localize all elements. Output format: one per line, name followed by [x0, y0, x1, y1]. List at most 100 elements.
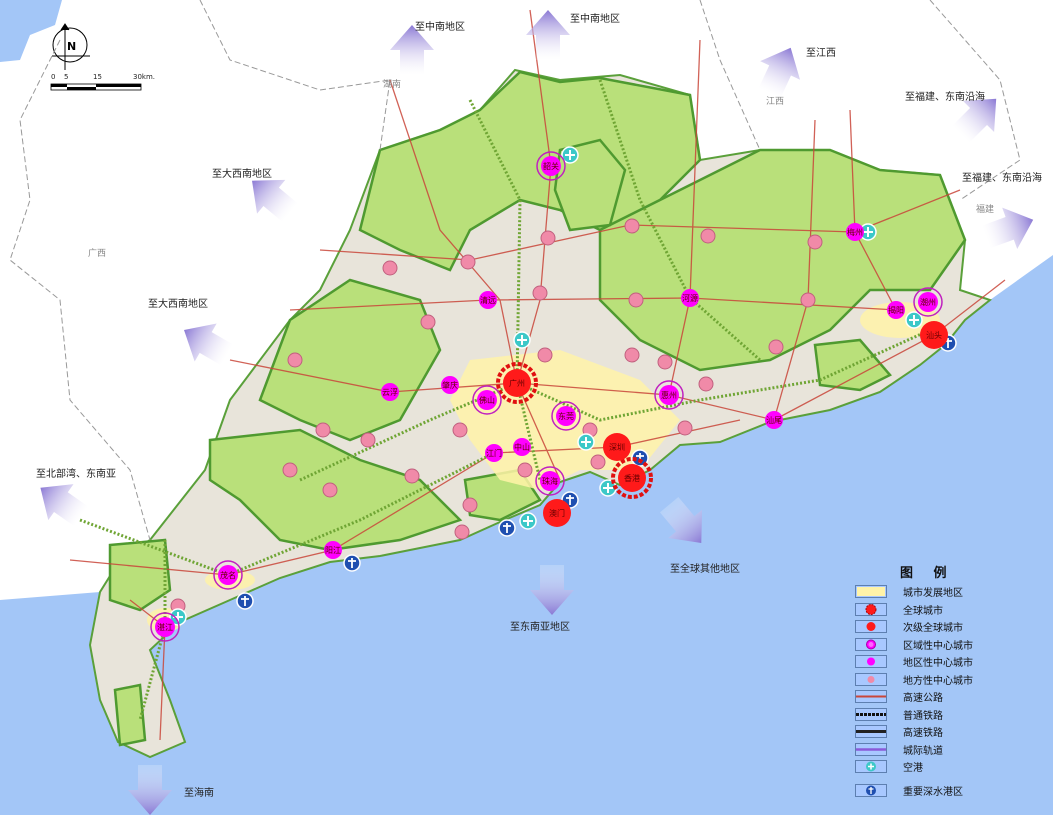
direction-label: 至江西 [806, 48, 836, 59]
city-marker-district[interactable]: 中山 [513, 438, 531, 456]
city-name: 东莞 [558, 411, 574, 421]
legend-label: 空港 [903, 763, 923, 775]
city-marker-regional[interactable]: 茂名 [213, 560, 243, 590]
compass [52, 23, 90, 70]
local-center-marker [420, 314, 436, 330]
scale-tick-30: 30km. [133, 73, 156, 81]
city-name: 肇庆 [442, 380, 458, 390]
city-name: 梅州 [847, 227, 863, 237]
city-name: 珠海 [542, 476, 558, 486]
local-center-marker [657, 354, 673, 370]
direction-arrow-icon [390, 25, 434, 75]
legend-label: 城际轨道 [903, 745, 943, 757]
city-marker-regional[interactable]: 湛江 [150, 612, 180, 642]
city-name: 云浮 [382, 387, 398, 397]
city-marker-global[interactable]: 广州 [496, 362, 538, 404]
direction-label: 至全球其他地区 [670, 564, 740, 575]
local-center-marker [532, 285, 548, 301]
city-marker-district[interactable]: 揭阳 [887, 301, 905, 319]
local-center-marker [315, 422, 331, 438]
legend-label: 次级全球城市 [903, 623, 963, 635]
city-marker-district[interactable]: 河源 [681, 289, 699, 307]
legend-item-district-center: 地区性中心城市 [855, 653, 1045, 671]
global-city-swatch-icon [855, 602, 887, 616]
city-name: 清远 [480, 295, 496, 305]
local-center-marker [462, 497, 478, 513]
city-name: 澳门 [549, 508, 565, 518]
city-marker-sub-global[interactable]: 澳门 [543, 499, 571, 527]
city-name: 茂名 [220, 570, 236, 580]
city-name: 深圳 [609, 442, 625, 452]
airport-icon [169, 608, 187, 626]
legend-title: 图 例 [900, 566, 955, 581]
region-label: 广西 [88, 249, 107, 259]
legend-label: 地区性中心城市 [903, 658, 973, 670]
city-name: 湛江 [157, 623, 173, 632]
local-center-marker [677, 420, 693, 436]
local-center-marker [624, 218, 640, 234]
city-marker-regional[interactable]: 惠州 [654, 380, 684, 410]
legend-label: 重要深水港区 [903, 786, 963, 798]
city-marker-district[interactable]: 清远 [479, 291, 497, 309]
direction-arrow-icon [526, 10, 570, 60]
city-name: 汕尾 [766, 415, 782, 425]
direction-label: 至大西南地区 [212, 169, 272, 180]
local-center-marker [452, 422, 468, 438]
city-marker-regional[interactable]: 潮州 [913, 287, 943, 317]
legend-label: 高速铁路 [903, 728, 943, 740]
local-center-marker [360, 432, 376, 448]
city-marker-district[interactable]: 江门 [485, 444, 503, 462]
direction-label: 至大西南地区 [148, 299, 208, 310]
region-label: 江西 [766, 97, 785, 107]
city-marker-district[interactable]: 肇庆 [441, 376, 459, 394]
city-marker-district[interactable]: 阳江 [324, 541, 342, 559]
legend-item-intercity-rail: 城际轨道 [855, 741, 1045, 759]
city-name: 中山 [514, 442, 530, 452]
local-center-marker [382, 260, 398, 276]
local-center-marker [590, 454, 606, 470]
city-name: 揭阳 [888, 305, 904, 315]
direction-arrow-icon [982, 207, 1034, 249]
city-marker-regional[interactable]: 东莞 [551, 401, 581, 431]
city-marker-district[interactable]: 汕尾 [765, 411, 783, 429]
scale-bar [50, 83, 142, 91]
neighbor-borders [9, 0, 1021, 541]
local-center-marker [768, 339, 784, 355]
legend-item-railway: 普通铁路 [855, 706, 1045, 724]
local-center-marker [807, 234, 823, 250]
local-center-marker [540, 230, 556, 246]
airport-icon [905, 311, 923, 329]
airport-icon [519, 512, 537, 530]
local-center-marker [322, 482, 338, 498]
city-marker-global[interactable]: 香港 [611, 457, 653, 499]
direction-arrow-icon [184, 323, 234, 366]
city-marker-district[interactable]: 云浮 [381, 383, 399, 401]
legend-item-expressway: 高速公路 [855, 688, 1045, 706]
airport-icon [513, 331, 531, 349]
local-center-marker [624, 347, 640, 363]
airport-swatch-icon [855, 760, 887, 774]
legend-label: 区域性中心城市 [903, 640, 973, 652]
direction-arrow-icon [758, 47, 801, 99]
city-marker-regional[interactable]: 珠海 [535, 466, 565, 496]
city-marker-sub-global[interactable]: 汕头 [920, 321, 948, 349]
airport-icon [561, 146, 579, 164]
local-center-marker [287, 352, 303, 368]
scale-tick-0: 0 [51, 73, 56, 81]
city-marker-regional[interactable]: 佛山 [472, 385, 502, 415]
city-marker-district[interactable]: 梅州 [846, 223, 864, 241]
city-marker-sub-global[interactable]: 深圳 [603, 433, 631, 461]
regional-center-swatch-icon [855, 637, 887, 651]
airport-icon [577, 433, 595, 451]
city-name: 韶关 [543, 161, 559, 171]
direction-label: 至福建、东南沿海 [905, 92, 985, 103]
local-center-swatch-icon [855, 672, 887, 686]
local-center-marker [454, 524, 470, 540]
scale-tick-15: 15 [93, 73, 102, 81]
direction-arrow-icon [40, 484, 89, 527]
sub-global-city-swatch-icon [855, 620, 887, 634]
legend-item-global-city: 全球城市 [855, 601, 1045, 619]
city-marker-regional[interactable]: 韶关 [536, 151, 566, 181]
